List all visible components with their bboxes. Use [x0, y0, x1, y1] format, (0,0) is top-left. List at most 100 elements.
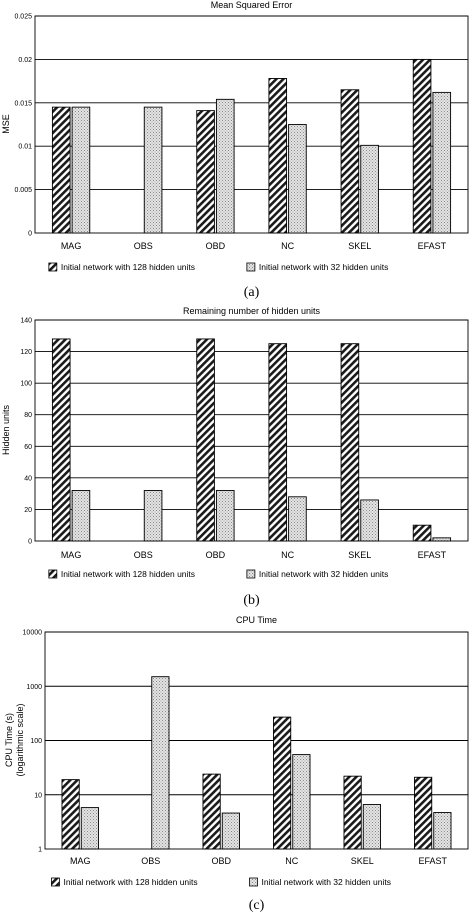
- chart-title: Mean Squared Error: [211, 0, 293, 10]
- y-tick-label: 0.02: [18, 57, 32, 64]
- bar-efast-series2: [432, 537, 452, 542]
- chart-title: CPU Time: [236, 615, 277, 625]
- y-tick-label: 80: [24, 412, 32, 419]
- bar-skel-series1: [343, 775, 362, 850]
- y-axis-label: Hidden units: [1, 404, 11, 455]
- y-tick-label: 0.015: [14, 100, 32, 107]
- legend: Initial network with 128 hidden units Ini…: [51, 877, 391, 887]
- bar-obs-series2: [143, 106, 163, 234]
- x-tick-label: OBS: [134, 550, 153, 560]
- legend-swatch-series2: [246, 569, 256, 579]
- legend-label-series1: Initial network with 128 hidden units: [61, 262, 195, 272]
- legend-label-series1: Initial network with 128 hidden units: [63, 877, 197, 887]
- legend-label-series2: Initial network with 32 hidden units: [259, 262, 388, 272]
- bar-mag-series2: [71, 106, 91, 234]
- bar-nc-series1: [268, 343, 288, 542]
- bar-efast-series1: [414, 776, 433, 850]
- figure-caption: (c): [249, 898, 265, 913]
- bar-efast-series1: [412, 524, 432, 542]
- x-tick-label: OBD: [206, 241, 226, 251]
- bar-obd-series2: [215, 490, 235, 542]
- bar-obd-series2: [215, 98, 235, 234]
- bar-mag-series2: [80, 807, 99, 850]
- x-tick-label: SKEL: [351, 856, 374, 866]
- y-tick-label: 100: [30, 738, 42, 745]
- y-tick-label: 1000: [26, 684, 42, 691]
- bar-mag-series2: [71, 490, 91, 542]
- figure-caption: (b): [243, 593, 260, 608]
- bar-efast-series2: [433, 812, 452, 850]
- y-tick-label: 0: [28, 231, 32, 238]
- bar-skel-series2: [360, 499, 379, 542]
- bar-obd-series1: [196, 110, 215, 234]
- y-tick-label: 10: [34, 792, 42, 799]
- legend-swatch-series1: [48, 569, 58, 579]
- x-tick-label: EFAST: [418, 550, 447, 560]
- bar-skel-series1: [340, 343, 360, 542]
- x-tick-label: OBS: [134, 241, 153, 251]
- y-tick-label: 10000: [23, 630, 43, 637]
- bar-nc-series1: [273, 716, 292, 850]
- y-tick-label: 100: [20, 381, 32, 388]
- legend: Initial network with 128 hidden units Ini…: [48, 569, 388, 579]
- chart-3: CPU Time 1 10 100 1000 10000 CPU Time (s) (loga…: [4, 615, 469, 913]
- y-axis-label-secondary: (logarithmic scale): [15, 703, 25, 776]
- bar-nc-series2: [288, 124, 307, 234]
- bar-skel-series2: [360, 144, 379, 234]
- bar-obd-series1: [196, 338, 215, 542]
- x-tick-label: NC: [281, 241, 294, 251]
- x-tick-label: OBD: [211, 856, 231, 866]
- x-tick-label: NC: [281, 550, 294, 560]
- plot-area-frame: [34, 15, 469, 234]
- bar-mag-series1: [51, 338, 71, 542]
- y-tick-label: 120: [20, 349, 32, 356]
- bar-obd-series2: [221, 812, 240, 850]
- x-tick-label: OBD: [206, 550, 226, 560]
- y-tick-label: 20: [24, 507, 32, 514]
- bar-efast-series2: [432, 91, 452, 234]
- bar-mag-series1: [51, 106, 71, 234]
- legend-label-series2: Initial network with 32 hidden units: [262, 877, 391, 887]
- chart-2: Remaining number of hidden units 0 20 40 60 8…: [1, 306, 469, 608]
- x-tick-label: EFAST: [418, 241, 447, 251]
- x-tick-label: MAG: [61, 241, 82, 251]
- chart-1: Mean Squared Error 0 0.005 0.01 0.015 0.02 0.0…: [1, 0, 469, 300]
- bar-skel-series2: [362, 804, 381, 850]
- chart-title: Remaining number of hidden units: [183, 306, 321, 316]
- x-tick-label: MAG: [70, 856, 91, 866]
- legend: Initial network with 128 hidden units Ini…: [48, 262, 388, 272]
- y-tick-label: 0.005: [14, 187, 32, 194]
- legend-swatch-series2: [249, 877, 258, 887]
- y-tick-label: 40: [24, 475, 32, 482]
- bar-efast-series1: [412, 58, 432, 234]
- x-tick-label: MAG: [61, 550, 82, 560]
- y-axis-label: CPU Time (s): [4, 713, 14, 767]
- bar-skel-series1: [340, 89, 360, 234]
- y-tick-label: 0.025: [14, 14, 32, 21]
- y-tick-label: 60: [24, 444, 32, 451]
- bar-mag-series1: [61, 779, 80, 850]
- plot-area-frame: [44, 631, 469, 850]
- x-tick-label: EFAST: [418, 856, 447, 866]
- y-tick-label: 1: [38, 847, 42, 854]
- bar-nc-series2: [292, 754, 311, 850]
- legend-swatch-series2: [246, 262, 256, 272]
- legend-swatch-series1: [51, 877, 60, 887]
- bar-obs-series2: [143, 490, 163, 542]
- legend-swatch-series1: [48, 262, 58, 272]
- bar-obd-series1: [202, 773, 221, 850]
- bar-obs-series2: [151, 676, 170, 850]
- x-tick-label: OBS: [141, 856, 160, 866]
- y-tick-label: 0: [28, 539, 32, 546]
- figure-caption: (a): [244, 285, 260, 300]
- x-tick-label: NC: [285, 856, 298, 866]
- x-tick-label: SKEL: [348, 550, 371, 560]
- y-tick-label: 0.01: [18, 144, 32, 151]
- x-tick-label: SKEL: [348, 241, 371, 251]
- y-tick-label: 140: [20, 318, 32, 325]
- bar-nc-series1: [268, 78, 288, 234]
- bar-nc-series2: [288, 496, 307, 542]
- legend-label-series1: Initial network with 128 hidden units: [61, 569, 195, 579]
- y-axis-label: MSE: [1, 114, 11, 134]
